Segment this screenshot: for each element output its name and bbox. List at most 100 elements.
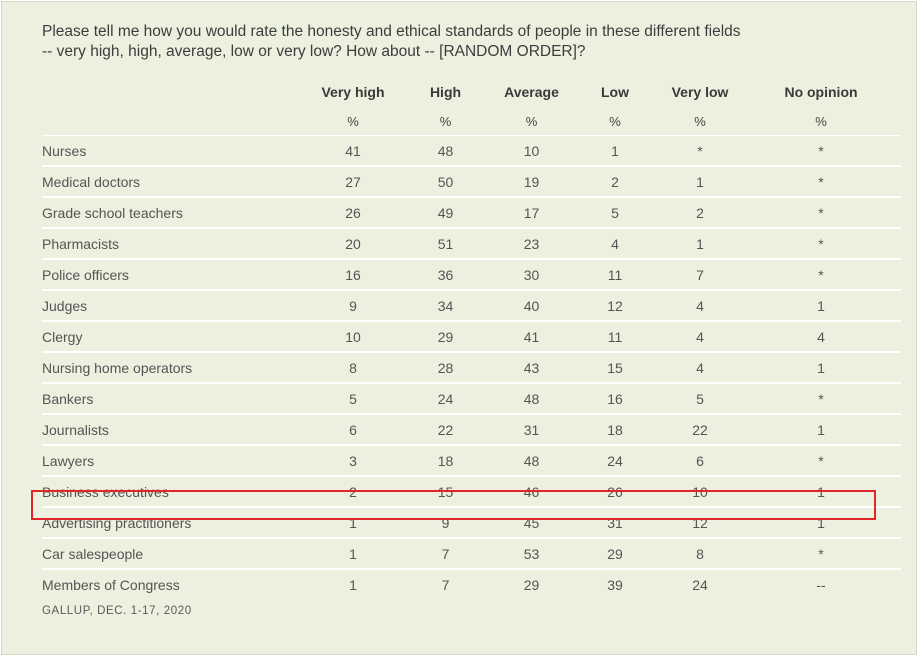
table-row: Business executives 2 15 46 26 10 1 bbox=[42, 476, 901, 508]
value-cell: 1 bbox=[349, 576, 357, 593]
table-row: Grade school teachers 26 49 17 5 2 * bbox=[42, 197, 901, 229]
value-cell: 39 bbox=[607, 576, 623, 593]
value-cell: 1 bbox=[571, 135, 659, 167]
results-table: Very high High Average Low Very low No o… bbox=[42, 77, 901, 599]
value-cell: 46 bbox=[492, 476, 571, 508]
value-cell: 1 bbox=[307, 507, 399, 539]
column-header: Very low bbox=[671, 84, 729, 100]
value-cell: 11 bbox=[571, 259, 659, 291]
row-label: Pharmacists bbox=[42, 228, 307, 260]
value-cell: 12 bbox=[571, 290, 659, 322]
value-cell: 40 bbox=[492, 290, 571, 322]
value-cell: 6 bbox=[659, 445, 741, 477]
value-cell: 10 bbox=[659, 476, 741, 508]
value-cell: * bbox=[659, 135, 741, 167]
value-cell: 16 bbox=[307, 259, 399, 291]
value-cell: 3 bbox=[307, 445, 399, 477]
value-cell: * bbox=[741, 197, 901, 229]
value-cell: 26 bbox=[571, 476, 659, 508]
units-label-cell bbox=[42, 107, 307, 136]
value-cell: 17 bbox=[492, 197, 571, 229]
label-column-header bbox=[42, 77, 307, 107]
value-cell: 24 bbox=[692, 576, 708, 593]
value-cell: 1 bbox=[741, 352, 901, 384]
value-cell: 19 bbox=[492, 166, 571, 198]
value-cell: 15 bbox=[571, 352, 659, 384]
table-row: Clergy 10 29 41 11 4 4 bbox=[42, 321, 901, 353]
value-cell: 22 bbox=[399, 414, 492, 446]
table-row: Bankers 5 24 48 16 5 * bbox=[42, 383, 901, 415]
row-label: Grade school teachers bbox=[42, 197, 307, 229]
value-cell: 50 bbox=[399, 166, 492, 198]
value-cell: 4 bbox=[659, 321, 741, 353]
row-label: Nurses bbox=[42, 135, 307, 167]
table-row: Nurses 41 48 10 1 * * bbox=[42, 135, 901, 167]
row-label: Car salespeople bbox=[42, 538, 307, 570]
unit-cell: % bbox=[307, 107, 399, 136]
value-cell: * bbox=[741, 538, 901, 570]
value-cell: * bbox=[741, 259, 901, 291]
value-cell: 15 bbox=[399, 476, 492, 508]
value-cell: 10 bbox=[307, 321, 399, 353]
survey-question: Please tell me how you would rate the ho… bbox=[42, 23, 741, 60]
value-cell: * bbox=[741, 228, 901, 260]
unit-cell: % bbox=[659, 107, 741, 136]
value-cell: 4 bbox=[659, 352, 741, 384]
value-cell: 23 bbox=[492, 228, 571, 260]
value-cell: 34 bbox=[399, 290, 492, 322]
value-cell: 1 bbox=[741, 290, 901, 322]
value-cell: 1 bbox=[659, 166, 741, 198]
value-cell: 1 bbox=[741, 414, 901, 446]
table-row: Lawyers 3 18 48 24 6 * bbox=[42, 445, 901, 477]
table-row: Members of Congress 1 7 29 39 24 -- bbox=[42, 569, 901, 599]
unit-cell: % bbox=[492, 107, 571, 136]
value-cell: * bbox=[741, 166, 901, 198]
value-cell: 1 bbox=[741, 507, 901, 539]
value-cell: 26 bbox=[307, 197, 399, 229]
value-cell: 48 bbox=[492, 445, 571, 477]
value-cell: 5 bbox=[571, 197, 659, 229]
row-label: Police officers bbox=[42, 259, 307, 291]
units-row: % % % % % % bbox=[42, 107, 901, 136]
value-cell: 4 bbox=[741, 321, 901, 353]
value-cell: 8 bbox=[307, 352, 399, 384]
value-cell: 30 bbox=[492, 259, 571, 291]
value-cell: 4 bbox=[659, 290, 741, 322]
value-cell: * bbox=[741, 135, 901, 167]
value-cell: -- bbox=[816, 576, 826, 593]
value-cell: 1 bbox=[659, 228, 741, 260]
column-header: Average bbox=[504, 84, 559, 100]
unit-cell: % bbox=[571, 107, 659, 136]
table-row: Nursing home operators 8 28 43 15 4 1 bbox=[42, 352, 901, 384]
value-cell: 29 bbox=[399, 321, 492, 353]
value-cell: 31 bbox=[571, 507, 659, 539]
value-cell: 7 bbox=[659, 259, 741, 291]
value-cell: 43 bbox=[492, 352, 571, 384]
row-label: Medical doctors bbox=[42, 166, 307, 198]
unit-cell: % bbox=[399, 107, 492, 136]
value-cell: 5 bbox=[659, 383, 741, 415]
value-cell: 18 bbox=[571, 414, 659, 446]
value-cell: 1 bbox=[741, 476, 901, 508]
value-cell: 51 bbox=[399, 228, 492, 260]
table-row: Police officers 16 36 30 11 7 * bbox=[42, 259, 901, 291]
value-cell: 2 bbox=[571, 166, 659, 198]
row-label: Clergy bbox=[42, 321, 307, 353]
value-cell: 41 bbox=[492, 321, 571, 353]
value-cell: 7 bbox=[399, 538, 492, 570]
table-row: Pharmacists 20 51 23 4 1 * bbox=[42, 228, 901, 260]
value-cell: 9 bbox=[399, 507, 492, 539]
table-row: Judges 9 34 40 12 4 1 bbox=[42, 290, 901, 322]
unit-cell: % bbox=[741, 107, 901, 136]
value-cell: 29 bbox=[523, 576, 540, 593]
column-header-row: Very high High Average Low Very low No o… bbox=[42, 77, 901, 107]
value-cell: 49 bbox=[399, 197, 492, 229]
value-cell: 16 bbox=[571, 383, 659, 415]
value-cell: 48 bbox=[492, 383, 571, 415]
value-cell: 36 bbox=[399, 259, 492, 291]
value-cell: 18 bbox=[399, 445, 492, 477]
value-cell: 31 bbox=[492, 414, 571, 446]
value-cell: 1 bbox=[307, 538, 399, 570]
value-cell: 11 bbox=[571, 321, 659, 353]
table-body: Nurses 41 48 10 1 * * Medical doctors 27 50 19 2 1 * G… bbox=[42, 135, 901, 600]
